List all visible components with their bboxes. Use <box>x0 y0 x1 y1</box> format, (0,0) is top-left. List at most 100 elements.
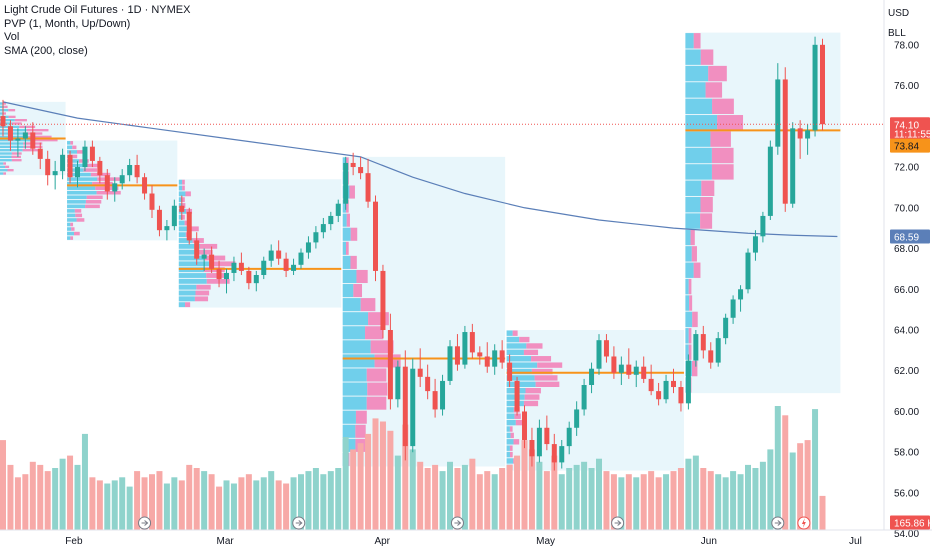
profile-row-down <box>509 451 513 458</box>
profile-row-up <box>342 340 371 354</box>
profile-row-down <box>70 141 74 145</box>
volume-bar <box>707 471 714 530</box>
candle-body <box>529 440 535 457</box>
legend-title[interactable]: Light Crude Oil Futures · 1D · NYMEX <box>4 4 191 16</box>
profile-row-up <box>0 122 12 125</box>
legend-pvp[interactable]: PVP (1, Month, Up/Down) <box>4 17 131 30</box>
profile-row-up <box>67 150 77 154</box>
candle-body <box>425 376 431 392</box>
candle-body <box>343 162 349 204</box>
profile-row-up <box>0 165 6 169</box>
profile-row-up <box>342 213 347 227</box>
profile-row-up <box>342 199 346 213</box>
profile-row-down <box>5 165 10 169</box>
candle-body <box>700 334 706 351</box>
volume-bar <box>305 471 312 530</box>
profile-row-down <box>70 236 74 240</box>
candle-body <box>752 236 758 253</box>
profile-row-up <box>685 196 701 213</box>
profile-row-up <box>178 273 207 278</box>
profile-row-down <box>8 109 16 112</box>
volume-bar <box>89 477 96 530</box>
candle-body <box>462 332 468 365</box>
sma-price-label: 68.59 <box>894 233 919 244</box>
profile-row-down <box>700 49 714 65</box>
profile-row-down <box>367 382 388 396</box>
currency-unit-selector[interactable]: USD BLL <box>888 4 928 44</box>
profile-row-up <box>685 49 701 65</box>
profile-row-up <box>685 98 713 115</box>
candle-body <box>678 387 684 404</box>
profile-row-down <box>688 344 692 360</box>
profile-row-up <box>685 147 712 164</box>
candle-body <box>738 289 744 300</box>
profile-row-down <box>182 185 185 191</box>
profile-row-up <box>342 269 357 284</box>
candle-body <box>350 162 356 168</box>
profile-row-up <box>0 162 4 165</box>
candle-body <box>641 366 647 379</box>
candle-body <box>75 167 80 178</box>
profile-row-down <box>189 226 199 232</box>
candle-body <box>119 175 125 184</box>
volume-bar <box>506 464 513 530</box>
candle-body <box>15 138 21 141</box>
profile-row-up <box>178 302 186 308</box>
volume-bar <box>44 471 51 530</box>
currency-label[interactable]: USD <box>888 8 910 19</box>
profile-row-down <box>3 102 6 105</box>
candle-body <box>209 254 215 269</box>
volume-bar <box>260 477 267 530</box>
legend-sma[interactable]: SMA (200, close) <box>4 44 88 57</box>
profile-row-down <box>712 98 734 115</box>
unit-label[interactable]: BLL <box>888 28 906 39</box>
profile-row-down <box>11 122 22 125</box>
profile-row-down <box>356 269 368 284</box>
profile-row-up <box>178 243 200 249</box>
candle-body <box>89 146 95 161</box>
candle-body <box>723 317 729 339</box>
profile-row-down <box>708 65 727 82</box>
profile-row-down <box>11 159 22 162</box>
volume-profiles <box>0 32 841 471</box>
profile-row-down <box>717 115 744 131</box>
profile-row-down <box>537 362 563 368</box>
candle-body <box>454 346 460 365</box>
volume-bar <box>141 477 148 530</box>
volume-bar <box>588 468 595 530</box>
profile-row-up <box>178 185 183 191</box>
candle-body <box>194 240 200 259</box>
profile-row-up <box>178 238 193 243</box>
volume-bar <box>730 471 737 530</box>
profile-row-up <box>342 424 356 438</box>
profile-row-up <box>685 65 709 82</box>
candle-body <box>745 252 751 290</box>
profile-row-down <box>366 396 387 410</box>
volume-bar <box>96 480 103 530</box>
candle-body <box>7 126 13 141</box>
time-tick-label: Mar <box>217 536 235 547</box>
profile-row-down <box>515 419 524 426</box>
candle-body <box>812 44 818 131</box>
volume-bar <box>514 455 521 530</box>
profile-row-down <box>76 218 85 222</box>
profile-row-down <box>524 394 540 400</box>
profile-row-up <box>342 326 366 340</box>
profile-row-up <box>178 179 183 185</box>
profile-row-up <box>178 197 183 203</box>
candle-body <box>618 364 624 373</box>
volume-bar <box>558 474 565 530</box>
volume-bar <box>655 477 662 530</box>
profile-row-down <box>85 200 102 204</box>
volume-bar <box>186 464 193 530</box>
volume-bar <box>312 468 319 530</box>
legend-vol[interactable]: Vol <box>4 31 20 43</box>
volume-bar <box>163 483 170 530</box>
candle-body <box>559 446 565 463</box>
time-tick-label: Jun <box>701 536 717 547</box>
profile-row-up <box>178 278 207 284</box>
profile-row-up <box>0 145 24 149</box>
candle-body <box>365 173 371 202</box>
